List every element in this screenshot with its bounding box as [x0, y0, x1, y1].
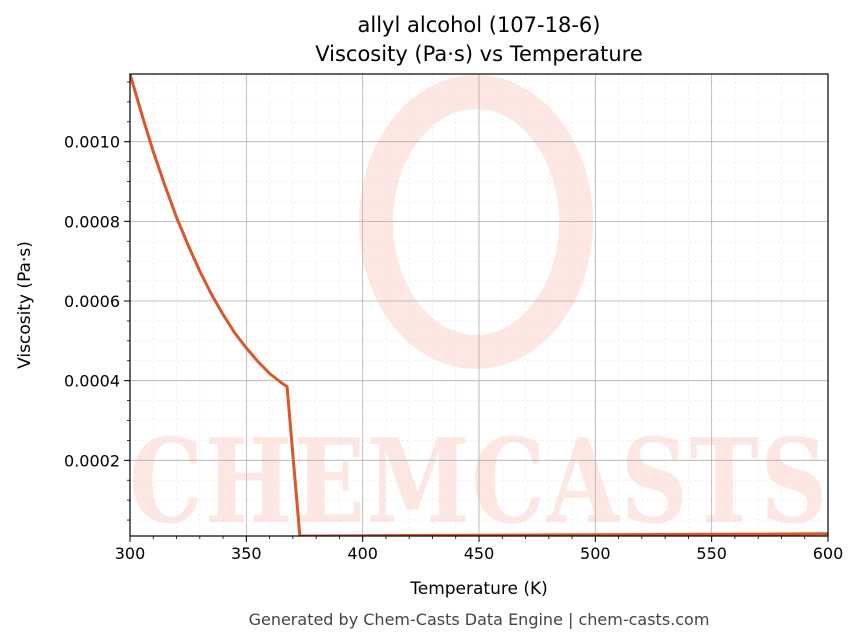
- x-tick-label: 600: [813, 544, 844, 563]
- x-tick-label: 500: [580, 544, 611, 563]
- chart-title-line-1: allyl alcohol (107-18-6): [358, 13, 601, 37]
- x-tick-label: 450: [464, 544, 495, 563]
- x-tick-label: 550: [696, 544, 727, 563]
- y-axis-ticks: 0.0002 0.0004 0.0006 0.0008 0.0010: [64, 81, 130, 521]
- chart-title-line-2: Viscosity (Pa·s) vs Temperature: [315, 42, 643, 66]
- major-grid: [129, 74, 829, 536]
- y-tick-label: 0.0010: [64, 133, 120, 152]
- footer-credit: Generated by Chem-Casts Data Engine | ch…: [249, 610, 710, 629]
- y-axis-label: Viscosity (Pa·s): [15, 241, 35, 369]
- x-tick-label: 350: [231, 544, 262, 563]
- x-axis-ticks: 300 350 400 450 500 550 600: [115, 536, 844, 563]
- y-tick-label: 0.0004: [64, 372, 120, 391]
- y-tick-label: 0.0006: [64, 292, 120, 311]
- y-tick-label: 0.0008: [64, 212, 120, 231]
- y-tick-label: 0.0002: [64, 451, 120, 470]
- watermark-text: CHEMCASTS: [129, 414, 829, 550]
- x-tick-label: 300: [115, 544, 146, 563]
- x-tick-label: 400: [347, 544, 378, 563]
- watermark: CHEMCASTS: [129, 75, 829, 550]
- x-axis-label: Temperature (K): [409, 579, 548, 599]
- watermark-ring: [359, 75, 593, 369]
